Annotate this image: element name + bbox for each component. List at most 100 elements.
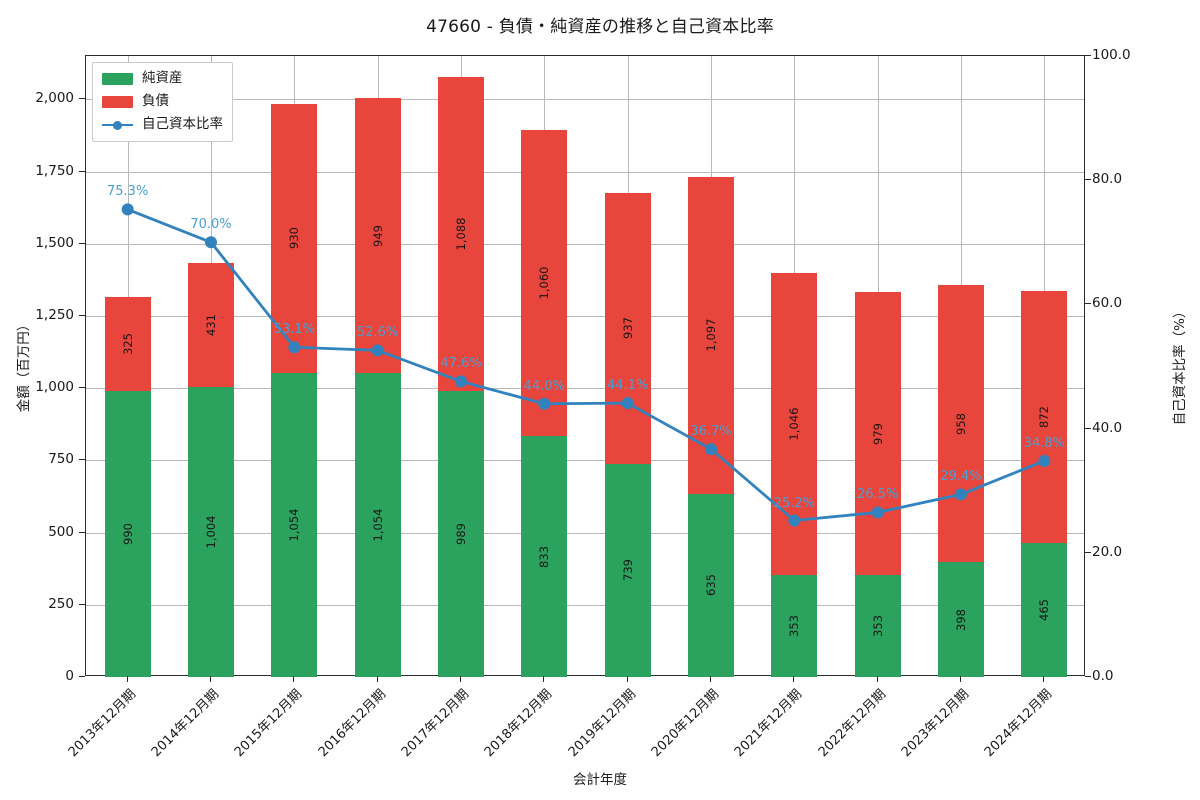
y-axis-left-tick-label: 750 [48, 451, 74, 468]
y-axis-left-tick-label: 500 [48, 523, 74, 540]
legend-item-liabilities: 負債 [102, 92, 223, 111]
x-axis-tick-label: 2017年12月期 [398, 686, 473, 761]
y-axis-right-title: 自己資本比率（%） [1172, 304, 1188, 426]
bar-networth[interactable] [771, 575, 818, 677]
y-axis-right-tick-label: 0.0 [1092, 668, 1114, 684]
equity-ratio-value-label: 75.3% [107, 184, 149, 200]
bar-liabilities[interactable] [854, 292, 901, 576]
equity-ratio-marker[interactable] [871, 506, 884, 519]
y-axis-left-tickmark [79, 314, 85, 317]
bar-liabilities[interactable] [938, 285, 984, 563]
bar-networth[interactable] [521, 436, 568, 677]
equity-ratio-marker[interactable] [788, 514, 801, 527]
equity-ratio-value-label: 44.0% [523, 378, 565, 394]
y-axis-right-tickmark [1085, 676, 1091, 678]
legend-marker-equity-ratio [102, 119, 133, 131]
x-axis-tick-label: 2015年12月期 [232, 686, 306, 761]
x-axis-tickmark [376, 676, 378, 682]
equity-ratio-value-label: 29.4% [940, 469, 982, 485]
legend-label-networth: 純資産 [142, 69, 183, 86]
y-axis-left-tickmark [79, 98, 85, 100]
bar-liabilities[interactable] [188, 262, 234, 387]
bar-networth[interactable] [938, 562, 984, 677]
equity-ratio-marker[interactable] [205, 236, 217, 249]
equity-ratio-value-label: 25.2% [773, 495, 815, 511]
y-axis-left-tickmark [79, 242, 85, 244]
y-axis-right-tick-label: 20.0 [1092, 543, 1123, 560]
gridline-horizontal [86, 99, 1084, 101]
equity-ratio-marker[interactable] [121, 203, 134, 216]
gridline-horizontal [86, 532, 1084, 534]
legend-swatch-networth [102, 72, 133, 85]
y-axis-right-tickmark [1085, 55, 1091, 57]
x-axis-title: 会計年度 [573, 772, 627, 788]
equity-ratio-value-label: 70.0% [190, 217, 232, 233]
x-axis-tickmark [960, 676, 962, 682]
y-axis-right-title-wrap: 自己資本比率（%） [1172, 0, 1188, 800]
bar-liabilities[interactable] [438, 77, 484, 392]
gridline-horizontal [86, 315, 1084, 317]
equity-ratio-marker[interactable] [705, 443, 717, 456]
equity-ratio-marker[interactable] [538, 397, 551, 410]
equity-ratio-value-label: 47.6% [440, 356, 482, 372]
legend-swatch-liabilities [102, 95, 133, 108]
equity-ratio-marker[interactable] [371, 344, 384, 357]
bar-networth[interactable] [438, 391, 484, 677]
bar-liabilities[interactable] [104, 297, 151, 392]
bar-networth[interactable] [354, 372, 401, 677]
gridline-horizontal [86, 604, 1084, 606]
equity-ratio-marker[interactable] [1038, 454, 1051, 467]
x-axis-tickmark [210, 676, 212, 682]
equity-ratio-marker[interactable] [455, 375, 467, 388]
bar-liabilities[interactable] [521, 130, 568, 437]
y-axis-right-tick-label: 100.0 [1092, 47, 1131, 63]
y-axis-left-tick-label: 250 [48, 595, 74, 612]
x-axis-tick-label: 2016年12月期 [315, 686, 389, 761]
x-axis-tickmark [460, 676, 462, 682]
bar-networth[interactable] [104, 391, 151, 677]
equity-ratio-marker[interactable] [288, 341, 301, 354]
equity-ratio-value-label: 44.1% [607, 378, 649, 394]
x-axis-tick-label: 2022年12月期 [815, 686, 889, 761]
bar-networth[interactable] [188, 387, 234, 677]
bar-networth[interactable] [604, 463, 651, 677]
bar-networth[interactable] [854, 575, 901, 677]
y-axis-left-title: 金額（百万円） [16, 317, 32, 413]
equity-ratio-value-label: 34.8% [1023, 435, 1065, 451]
x-axis-tickmark [710, 676, 712, 682]
equity-ratio-value-label: 36.7% [690, 424, 732, 440]
equity-ratio-value-label: 52.6% [357, 325, 399, 341]
x-axis-tickmark [1043, 676, 1045, 682]
legend-item-networth: 純資産 [102, 69, 223, 88]
y-axis-left-tickmark [79, 531, 85, 533]
y-axis-right-tick-label: 80.0 [1092, 171, 1123, 188]
bar-networth[interactable] [1021, 542, 1068, 677]
x-axis-tick-label: 2021年12月期 [732, 686, 806, 761]
y-axis-left-tickmark [79, 603, 85, 605]
x-axis-tick-label: 2023年12月期 [898, 686, 973, 761]
gridline-horizontal [86, 171, 1084, 173]
gridline-horizontal [86, 460, 1084, 462]
legend: 純資産 負債 自己資本比率 [92, 62, 233, 142]
bar-liabilities[interactable] [604, 192, 651, 464]
y-axis-right-tickmark [1085, 303, 1091, 305]
x-axis-tickmark [293, 676, 295, 682]
gridline-horizontal [86, 243, 1084, 245]
equity-ratio-value-label: 26.5% [857, 487, 899, 503]
equity-ratio-marker[interactable] [621, 397, 634, 410]
x-axis-tick-label: 2013年12月期 [65, 686, 139, 761]
y-axis-left-tickmark [79, 170, 85, 172]
y-axis-left-tickmark [79, 676, 85, 678]
x-axis-tick-label: 2019年12月期 [565, 686, 639, 761]
bar-networth[interactable] [688, 493, 734, 677]
bar-liabilities[interactable] [354, 98, 401, 373]
y-axis-left-tickmark [79, 459, 85, 461]
bar-liabilities[interactable] [1021, 290, 1068, 543]
equity-ratio-marker[interactable] [955, 488, 967, 501]
x-axis-tickmark [126, 676, 128, 682]
bar-networth[interactable] [271, 372, 318, 677]
y-axis-left-tick-label: 1,500 [35, 234, 74, 251]
x-axis-tickmark [626, 676, 628, 682]
legend-item-equity-ratio: 自己資本比率 [102, 115, 223, 134]
y-axis-right-tick-label: 40.0 [1092, 419, 1123, 436]
